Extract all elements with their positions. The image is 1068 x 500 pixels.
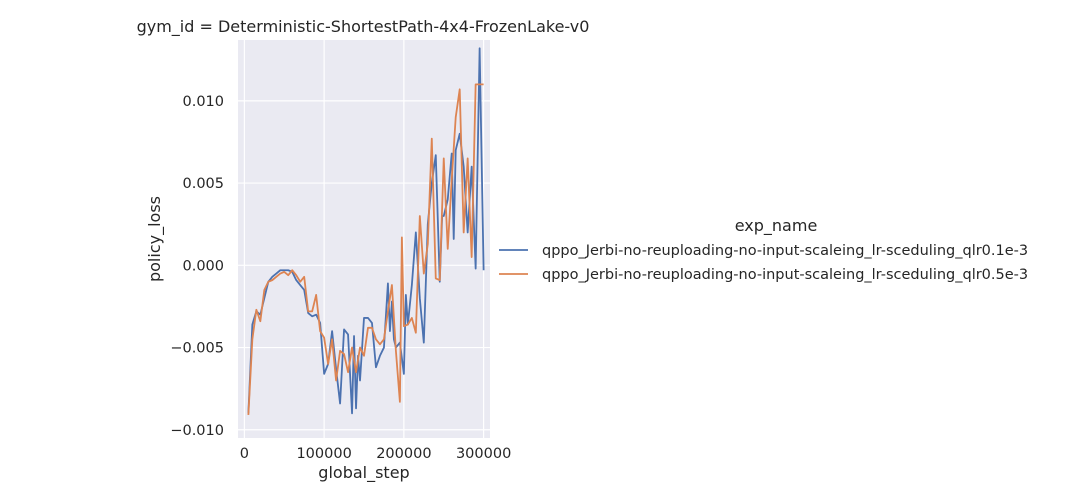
y-tick-label: −0.005 [170, 341, 224, 357]
x-tick-label: 300000 [456, 446, 511, 462]
legend-label-1: qppo_Jerbi-no-reuploading-no-input-scale… [542, 243, 1028, 259]
y-tick-label: 0.010 [182, 94, 224, 110]
plot-background [238, 40, 490, 438]
x-tick-label: 200000 [376, 446, 431, 462]
y-tick-label: 0.000 [182, 258, 224, 274]
grid-lines [238, 40, 490, 438]
legend-title: exp_name [735, 216, 818, 236]
y-tick-label: 0.005 [182, 176, 224, 192]
series-lines [247, 47, 485, 416]
legend: exp_name qppo_Jerbi-no-reuploading-no-in… [499, 216, 1028, 283]
series-line-1 [247, 47, 485, 415]
y-axis-label: policy_loss [145, 196, 165, 282]
x-tick-label: 100000 [296, 446, 351, 462]
x-axis-label: global_step [318, 463, 409, 483]
chart-title: gym_id = Deterministic-ShortestPath-4x4-… [137, 17, 590, 37]
y-tick-label: −0.010 [170, 423, 224, 439]
legend-label-2: qppo_Jerbi-no-reuploading-no-input-scale… [542, 267, 1028, 283]
x-tick-label: 0 [240, 446, 249, 462]
legend-entries: qppo_Jerbi-no-reuploading-no-input-scale… [499, 243, 1028, 283]
series-line-2 [247, 83, 484, 416]
y-tick-labels: −0.010 −0.005 0.000 0.005 0.010 [170, 94, 224, 439]
x-tick-labels: 0 100000 200000 300000 [240, 446, 512, 462]
